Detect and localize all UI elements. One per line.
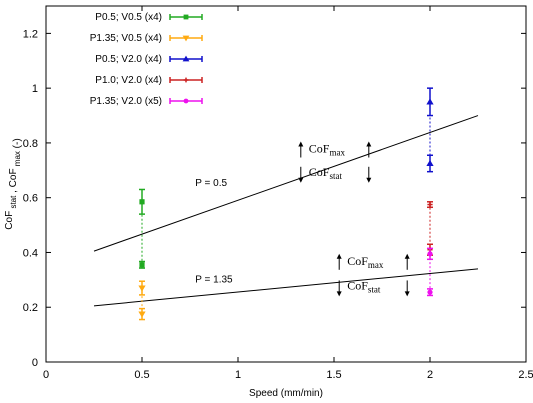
cof-annotation-text: CoFstat: [309, 165, 343, 181]
legend-label: P1.0; V2.0 (x4): [95, 75, 162, 86]
legend-label: P1.35; V0.5 (x4): [90, 33, 162, 44]
data-series: [138, 87, 434, 321]
marker-triangle-down: [138, 285, 146, 292]
legend-label: P0.5; V0.5 (x4): [95, 12, 162, 23]
data-point: [426, 87, 434, 117]
cof-annotation-text: CoFstat: [347, 278, 381, 294]
arrow-head-icon: [366, 141, 372, 147]
cof-annotation-text: CoFmax: [309, 142, 346, 158]
x-axis-label: Speed (mm/min): [249, 388, 323, 399]
x-axis: 0 0.5 1 1.5 2 2.5: [43, 6, 533, 381]
trend-lines: P = 0.5 P = 1.35: [93, 115, 479, 307]
y-tick-label: 0: [32, 357, 38, 369]
trend-line-label: P = 1.35: [195, 274, 233, 285]
marker-square: [139, 262, 145, 268]
marker-triangle-up: [426, 159, 434, 167]
marker-triangle-up: [182, 55, 190, 62]
y-axis: 0 0.2 0.4 0.6 0.8 1 1.2: [23, 28, 526, 369]
legend-entry: P0.5; V2.0 (x4): [95, 54, 203, 65]
data-point: [139, 260, 145, 269]
marker-triangle-down: [138, 311, 146, 318]
series-group: [139, 188, 145, 269]
marker-triangle-up: [426, 98, 434, 105]
x-tick-label: 1: [235, 369, 241, 381]
y-axis-label-text: CoF stat , CoF max (-): [4, 138, 23, 229]
legend-entry: P1.35; V2.0 (x5): [90, 96, 203, 107]
data-point: [427, 201, 433, 209]
y-tick-label: 0.2: [23, 302, 38, 314]
series-group: [426, 87, 434, 173]
arrow-head-icon: [404, 291, 410, 297]
trend-line: [93, 115, 479, 252]
data-point: [138, 280, 146, 296]
marker-square: [139, 199, 145, 205]
marker-square: [183, 14, 189, 20]
series-group: [427, 247, 433, 297]
trend-line: [93, 268, 479, 307]
legend-label: P1.35; V2.0 (x5): [90, 96, 162, 107]
legend: P0.5; V0.5 (x4) P1.35; V0.5 (x4) P0.5; V2.…: [90, 12, 203, 107]
trend-line-label: P = 0.5: [195, 178, 227, 189]
x-tick-label: 1.5: [326, 369, 341, 381]
x-tick-label: 0.5: [134, 369, 149, 381]
arrow-head-icon: [404, 253, 410, 259]
arrow-head-icon: [298, 141, 304, 147]
data-point: [426, 154, 434, 173]
cof-annotation: CoFstat: [298, 165, 372, 183]
cof-annotation-text: CoFmax: [347, 254, 384, 270]
data-point: [427, 288, 433, 297]
cof-annotation: CoFstat: [336, 278, 410, 297]
arrow-head-icon: [336, 291, 342, 297]
legend-entry: P1.35; V0.5 (x4): [90, 33, 203, 44]
marker-plus: [183, 77, 189, 83]
legend-entry: P1.0; V2.0 (x4): [95, 75, 203, 86]
cof-annotation: CoFmax: [336, 253, 410, 270]
marker-circle: [183, 98, 189, 104]
x-tick-label: 0: [43, 369, 49, 381]
arrow-head-icon: [336, 253, 342, 259]
data-point: [138, 307, 146, 321]
x-tick-label: 2.5: [518, 369, 533, 381]
marker-circle: [427, 289, 433, 295]
legend-label: P0.5; V2.0 (x4): [95, 54, 162, 65]
marker-plus: [427, 201, 433, 208]
x-tick-label: 2: [427, 369, 433, 381]
marker-triangle-down: [182, 35, 190, 42]
arrow-head-icon: [298, 177, 304, 183]
marker-circle: [427, 251, 433, 257]
y-tick-label: 0.6: [23, 193, 38, 205]
arrow-head-icon: [366, 177, 372, 183]
y-tick-label: 0.4: [23, 247, 38, 259]
annotations: CoFmax CoFstat CoFmax CoFstat: [298, 141, 410, 297]
data-point: [139, 188, 145, 215]
y-tick-label: 1: [32, 83, 38, 95]
y-axis-label: CoF stat , CoF max (-): [4, 138, 23, 229]
y-tick-label: 1.2: [23, 28, 38, 40]
cof-annotation: CoFmax: [298, 141, 372, 158]
y-tick-label: 0.8: [23, 138, 38, 150]
data-point: [427, 247, 433, 261]
legend-entry: P0.5; V0.5 (x4): [95, 12, 203, 23]
series-group: [138, 280, 146, 321]
